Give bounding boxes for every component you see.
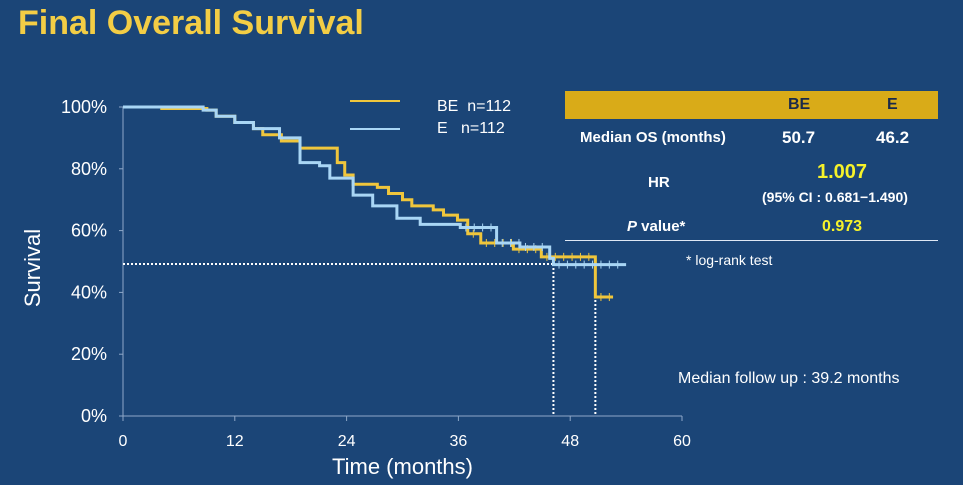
median-os-be: 50.7 — [782, 128, 816, 147]
y-tick-label: 20% — [71, 344, 107, 364]
median-os-label: Median OS (months) — [580, 129, 726, 146]
hr-value: 1.007 — [817, 161, 868, 183]
x-tick-label: 24 — [338, 433, 356, 450]
median-follow-up: Median follow up : 39.2 months — [678, 370, 900, 387]
p-label-rest: value* — [637, 218, 686, 235]
p-italic: P — [627, 218, 638, 235]
table-rule — [565, 240, 938, 241]
legend-label-be: BE n=112 — [437, 98, 511, 115]
y-tick-label: 80% — [71, 159, 107, 179]
table-header-e: E — [887, 96, 898, 113]
median-os-e: 46.2 — [876, 128, 910, 147]
p-value: 0.973 — [822, 218, 863, 235]
legend-swatch-e — [350, 128, 400, 130]
x-axis-label: Time (months) — [332, 454, 473, 479]
y-tick-label: 60% — [71, 221, 107, 241]
hr-label: HR — [648, 174, 670, 191]
x-tick-label: 36 — [450, 433, 468, 450]
km-curve-e — [123, 105, 627, 267]
table-header-be: BE — [788, 96, 811, 113]
x-tick-label: 60 — [673, 433, 691, 450]
legend-label-e: E n=112 — [437, 120, 505, 137]
x-tick-label: 0 — [119, 433, 128, 450]
y-axis-label: Survival — [20, 228, 45, 308]
hr-ci: (95% CI : 0.681−1.490) — [762, 189, 908, 205]
km-curve-be — [160, 107, 614, 299]
table-header-bar — [565, 91, 938, 119]
y-tick-label: 0% — [81, 406, 107, 426]
x-tick-label: 48 — [561, 433, 579, 450]
footnote: * log-rank test — [686, 252, 773, 268]
y-tick-label: 40% — [71, 282, 107, 302]
legend-swatch-be — [350, 100, 400, 102]
y-tick-label: 100% — [61, 97, 107, 117]
slide-title: Final Overall Survival — [18, 4, 364, 42]
x-tick-label: 12 — [226, 433, 244, 450]
p-value-label: P value* — [627, 218, 685, 235]
